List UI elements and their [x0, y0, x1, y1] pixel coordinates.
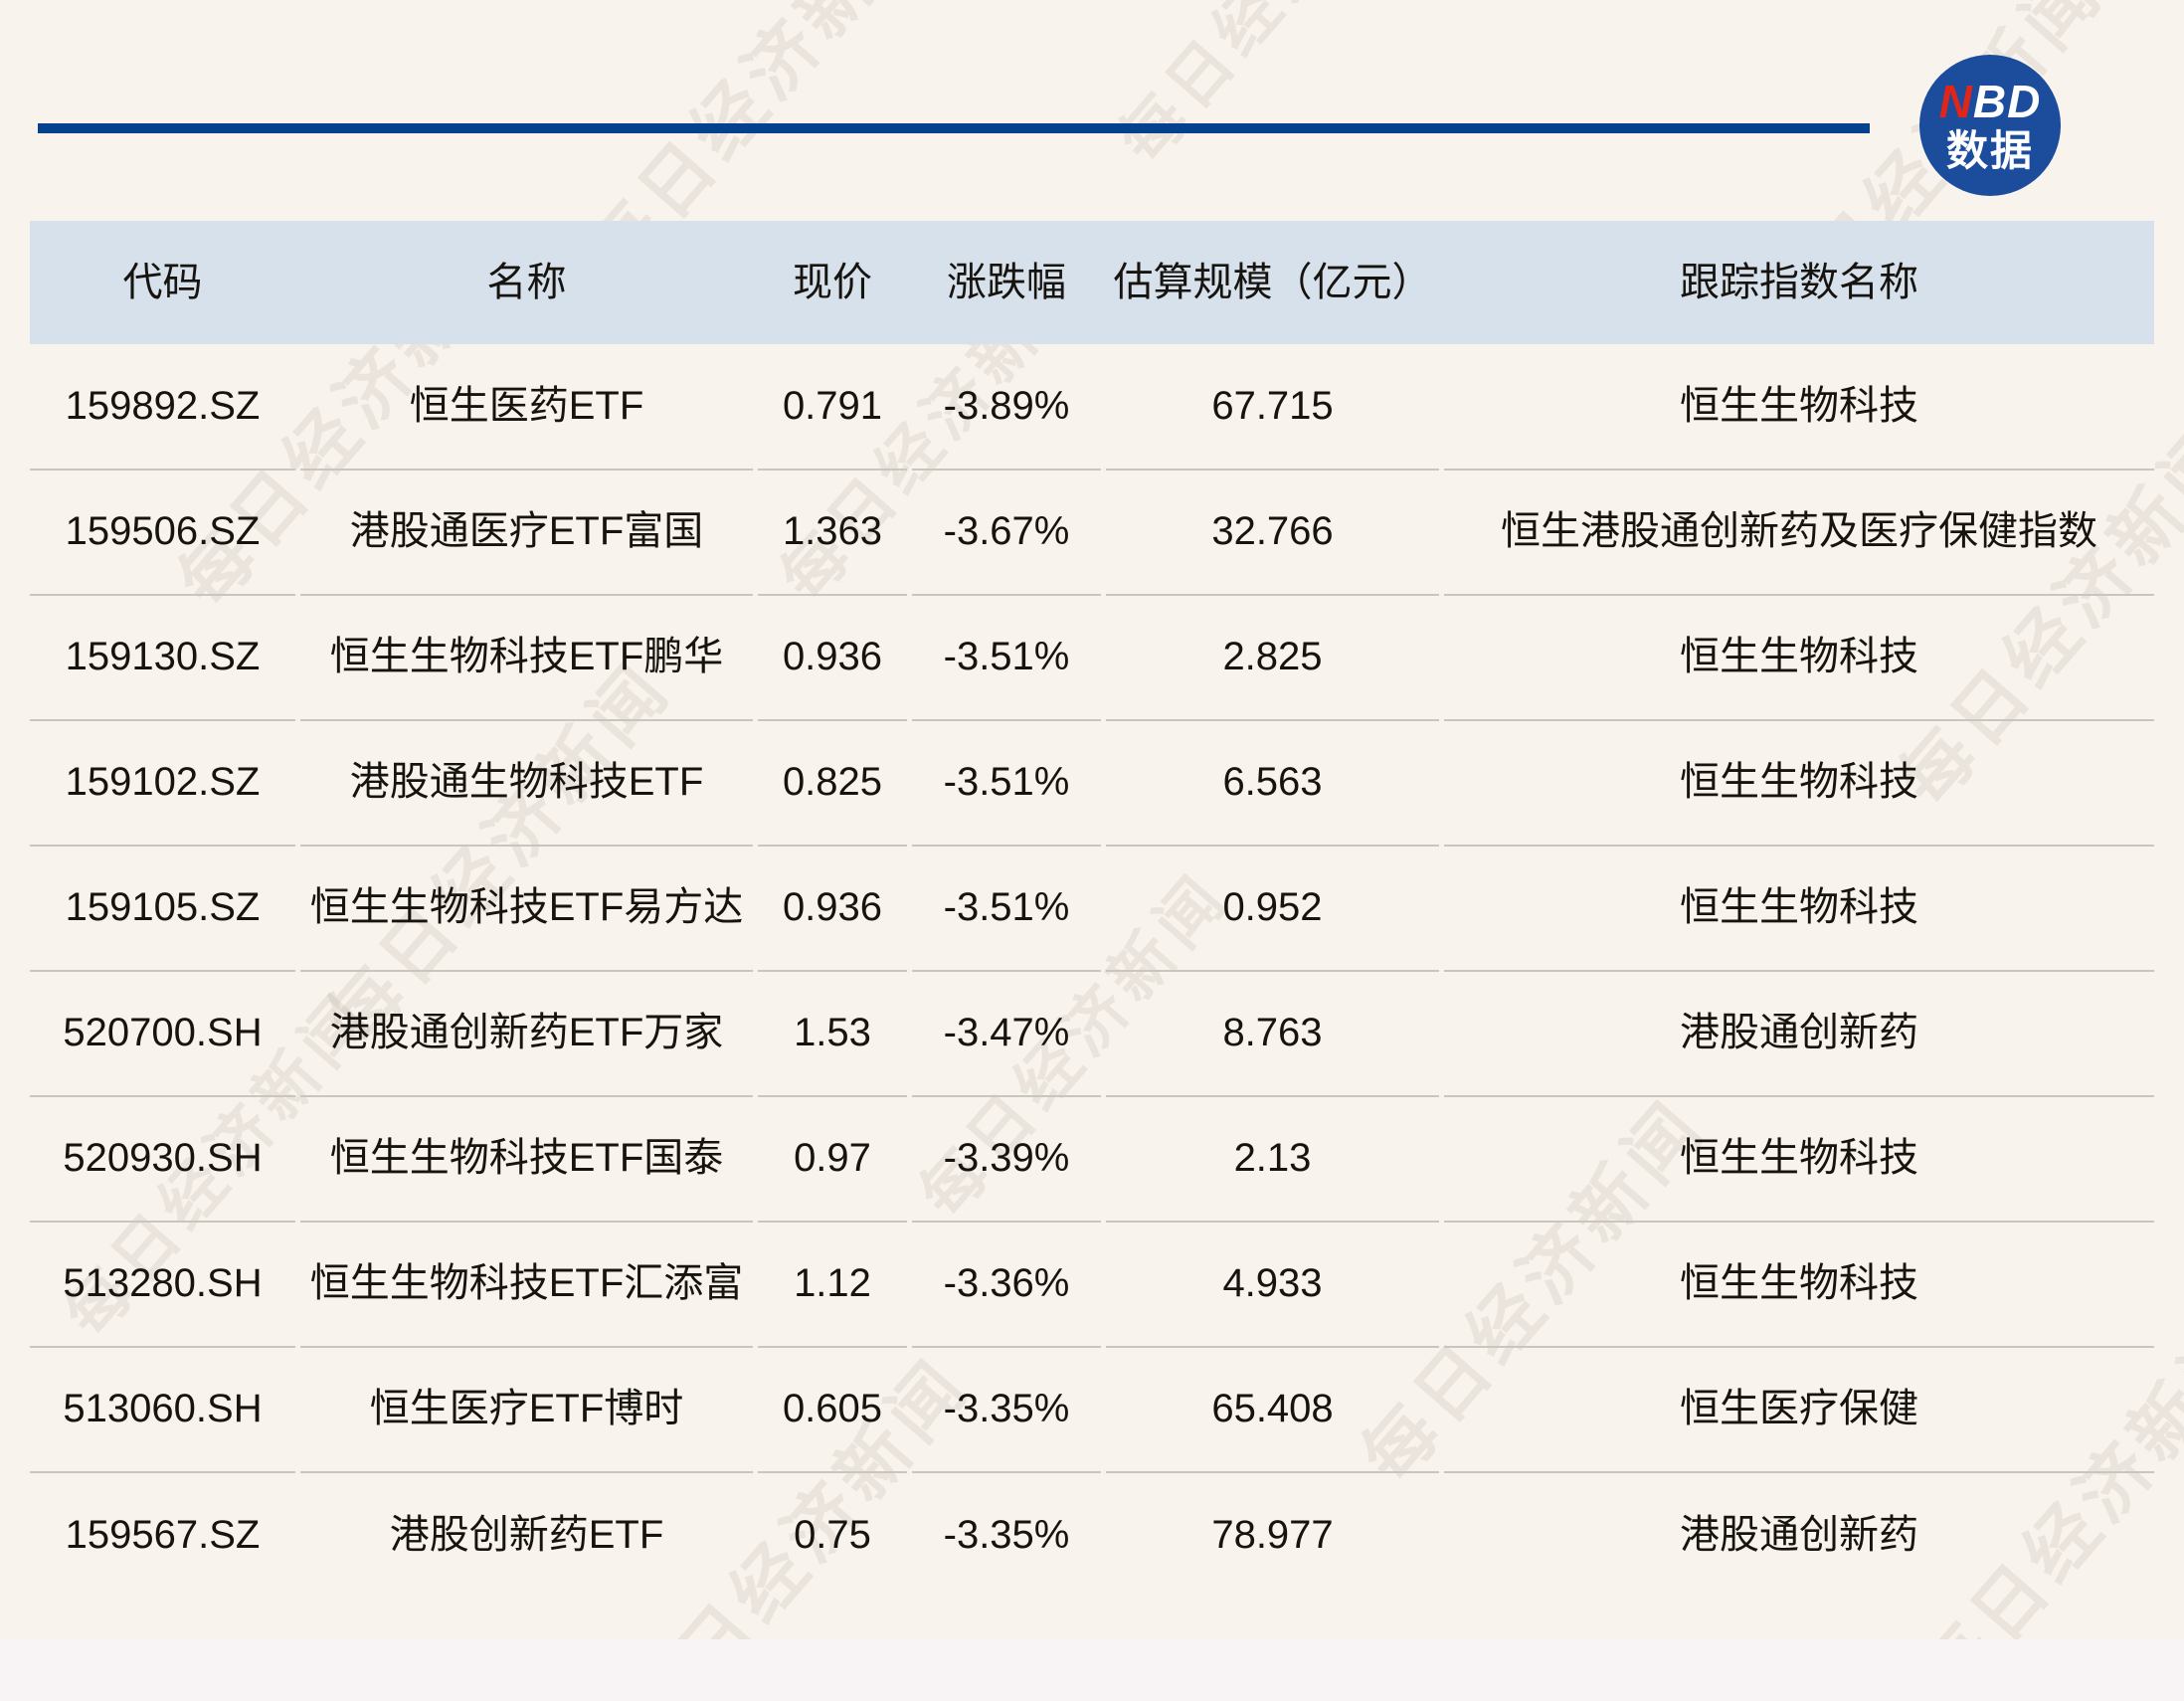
cell-name: 恒生生物科技ETF国泰	[300, 1095, 753, 1223]
cell-change: -3.35%	[943, 1513, 1070, 1557]
cell-price: 0.791	[758, 343, 907, 471]
cell-name: 恒生生物科技ETF汇添富	[300, 1221, 753, 1348]
cell-code: 513060.SH	[30, 1346, 295, 1473]
cell-code: 159102.SZ	[30, 719, 295, 847]
table-row: 513280.SH 恒生生物科技ETF汇添富 1.12 -3.36% 4.933 恒生生物…	[30, 1221, 2154, 1348]
watermark-text: 每日经济新闻	[1094, 0, 1445, 179]
cell-change: -3.51%	[912, 845, 1101, 972]
cell-price: 0.97	[758, 1095, 907, 1223]
cell-change: -3.39%	[912, 1095, 1101, 1223]
cell-name: 恒生生物科技ETF易方达	[300, 845, 753, 972]
top-divider-rule	[38, 123, 1870, 133]
cell-code: 159506.SZ	[30, 469, 295, 596]
cell-scale: 2.825	[1106, 594, 1439, 721]
cell-index: 恒生生物科技	[1444, 1221, 2154, 1348]
cell-change: -3.47%	[912, 970, 1101, 1097]
etf-table: 代码 名称 现价 涨跌幅 估算规模（亿元） 跟踪指数名称 159892.SZ 恒生医药ETF…	[30, 221, 2154, 1598]
cell-code: 520930.SH	[30, 1095, 295, 1223]
cell-price: 0.825	[758, 719, 907, 847]
cell-code: 513280.SH	[30, 1221, 295, 1348]
cell-code: 159130.SZ	[30, 594, 295, 721]
cell-price: 0.936	[758, 845, 907, 972]
cell-index: 恒生生物科技	[1444, 719, 2154, 847]
nbd-logo: NBD 数据	[1919, 55, 2061, 196]
cell-change: -3.51%	[912, 594, 1101, 721]
cell-name: 恒生生物科技ETF鹏华	[300, 594, 753, 721]
cell-scale: 78.977	[1211, 1513, 1334, 1557]
cell-price: 1.53	[758, 970, 907, 1097]
cell-price: 0.75	[794, 1513, 871, 1557]
table-row: 159506.SZ 港股通医疗ETF富国 1.363 -3.67% 32.766 恒生港股…	[30, 469, 2154, 596]
cell-change: -3.36%	[912, 1221, 1101, 1348]
cell-name: 港股通生物科技ETF	[300, 719, 753, 847]
cell-price: 0.605	[758, 1346, 907, 1473]
cell-scale: 4.933	[1106, 1221, 1439, 1348]
header-code: 代码	[122, 261, 203, 304]
nbd-logo-text: NBD	[1939, 78, 2042, 125]
table-row: 513060.SH 恒生医疗ETF博时 0.605 -3.35% 65.408 恒生医疗保…	[30, 1346, 2154, 1473]
table-row: 159102.SZ 港股通生物科技ETF 0.825 -3.51% 6.563 恒生生物科…	[30, 719, 2154, 847]
cell-price: 1.363	[758, 469, 907, 596]
table-body: 159892.SZ 恒生医药ETF 0.791 -3.89% 67.715 恒生生物科技 1…	[30, 344, 2154, 1598]
cell-code: 159567.SZ	[65, 1513, 261, 1557]
cell-scale: 32.766	[1106, 469, 1439, 596]
header-name: 名称	[486, 261, 567, 304]
header-change: 涨跌幅	[947, 261, 1066, 304]
cell-index: 恒生生物科技	[1444, 594, 2154, 721]
cell-scale: 0.952	[1106, 845, 1439, 972]
cell-code: 159105.SZ	[30, 845, 295, 972]
cell-code: 520700.SH	[30, 970, 295, 1097]
header-row: 代码 名称 现价 涨跌幅 估算规模（亿元） 跟踪指数名称	[30, 221, 2154, 344]
cell-index: 港股通创新药	[1444, 970, 2154, 1097]
cell-code: 159892.SZ	[30, 343, 295, 471]
header-price: 现价	[793, 261, 872, 304]
cell-index: 恒生生物科技	[1444, 1095, 2154, 1223]
cell-name: 恒生医疗ETF博时	[300, 1346, 753, 1473]
cell-index: 恒生生物科技	[1444, 845, 2154, 972]
table-row: 159567.SZ 港股创新药ETF 0.75 -3.35% 78.977 港股通创新药	[30, 1472, 2154, 1598]
cell-index: 恒生港股通创新药及医疗保健指数	[1444, 469, 2154, 596]
table-row: 520700.SH 港股通创新药ETF万家 1.53 -3.47% 8.763 港股通创新…	[30, 970, 2154, 1097]
nbd-logo-bd: BD	[1972, 75, 2042, 127]
cell-index: 港股通创新药	[1680, 1513, 1918, 1557]
cell-change: -3.35%	[912, 1346, 1101, 1473]
cell-name: 港股通医疗ETF富国	[300, 469, 753, 596]
cell-name: 恒生医药ETF	[300, 343, 753, 471]
cell-name: 港股通创新药ETF万家	[300, 970, 753, 1097]
cell-scale: 8.763	[1106, 970, 1439, 1097]
table-row: 159892.SZ 恒生医药ETF 0.791 -3.89% 67.715 恒生生物科技	[30, 343, 2154, 471]
table-row: 159130.SZ 恒生生物科技ETF鹏华 0.936 -3.51% 2.825 恒生生物…	[30, 594, 2154, 721]
cell-price: 0.936	[758, 594, 907, 721]
cell-scale: 6.563	[1106, 719, 1439, 847]
cell-scale: 65.408	[1106, 1346, 1439, 1473]
cell-index: 恒生医疗保健	[1444, 1346, 2154, 1473]
cell-index: 恒生生物科技	[1444, 343, 2154, 471]
header-index: 跟踪指数名称	[1680, 261, 1918, 304]
header-scale: 估算规模（亿元）	[1113, 261, 1432, 304]
table-row: 520930.SH 恒生生物科技ETF国泰 0.97 -3.39% 2.13 恒生生物科技	[30, 1095, 2154, 1223]
cell-scale: 2.13	[1106, 1095, 1439, 1223]
table-row: 159105.SZ 恒生生物科技ETF易方达 0.936 -3.51% 0.952 恒生生…	[30, 845, 2154, 972]
cell-change: -3.51%	[912, 719, 1101, 847]
nbd-logo-n: N	[1938, 75, 1973, 127]
cell-price: 1.12	[758, 1221, 907, 1348]
cell-change: -3.89%	[912, 343, 1101, 471]
cell-change: -3.67%	[912, 469, 1101, 596]
nbd-logo-sub: 数据	[1945, 127, 2034, 175]
bottom-strip	[0, 1639, 2184, 1701]
cell-scale: 67.715	[1106, 343, 1439, 471]
cell-name: 港股创新药ETF	[389, 1513, 664, 1557]
